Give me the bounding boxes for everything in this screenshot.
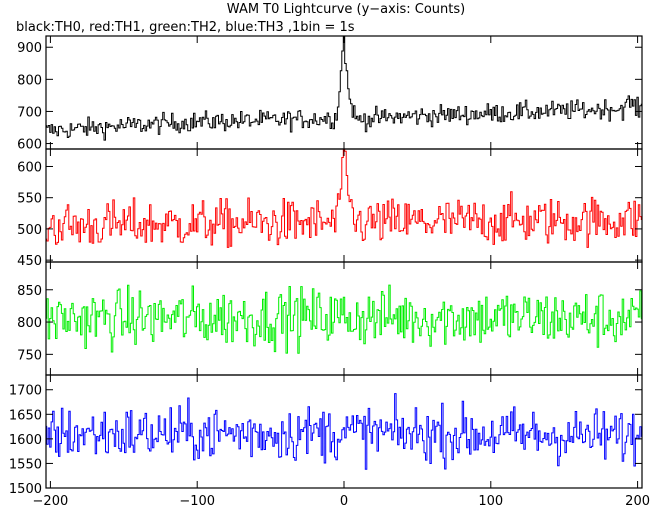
y-tick-label: 750 xyxy=(17,348,42,363)
y-tick-label: 1650 xyxy=(9,408,42,423)
y-tick-label: 800 xyxy=(17,73,42,88)
x-tick-label: −200 xyxy=(33,494,69,505)
y-tick-label: 850 xyxy=(17,284,42,299)
panel-frame xyxy=(45,148,643,263)
y-tick-label: 600 xyxy=(17,160,42,175)
y-tick-label: 600 xyxy=(17,138,42,153)
panel-th1: 450 500 550 600 xyxy=(17,148,643,269)
panel-th3: 1500 1550 1600 1650 1700 xyxy=(9,374,643,497)
panel-frame xyxy=(45,35,643,150)
panels: 600 700 800 900 450 500 550 600 750 800 850 1500 155… xyxy=(9,35,650,505)
panel-th2: 750 800 850 xyxy=(17,261,643,376)
chart-title: WAM T0 Lightcurve (y−axis: Counts) xyxy=(227,2,465,17)
y-tick-label: 1500 xyxy=(9,482,42,497)
y-tick-label: 800 xyxy=(17,316,42,331)
y-tick-label: 900 xyxy=(17,41,42,56)
y-tick-label: 550 xyxy=(17,192,42,207)
series-line-th0 xyxy=(46,36,642,141)
panel-th0: 600 700 800 900 xyxy=(17,35,643,153)
chart-subtitle: black:TH0, red:TH1, green:TH2, blue:TH3 … xyxy=(16,20,355,35)
x-tick-label: 100 xyxy=(478,494,503,505)
x-tick-label: 200 xyxy=(625,494,650,505)
y-tick-label: 1600 xyxy=(9,433,42,448)
y-tick-label: 500 xyxy=(17,223,42,238)
x-tick-label: 0 xyxy=(340,494,348,505)
y-tick-label: 1700 xyxy=(9,384,42,399)
panel-frame xyxy=(45,374,643,489)
series-line-th2 xyxy=(46,284,642,354)
y-tick-label: 450 xyxy=(17,254,42,269)
panel-frame xyxy=(45,261,643,376)
series-line-th3 xyxy=(46,393,642,470)
series-line-th1 xyxy=(46,149,642,248)
x-tick-label: −100 xyxy=(179,494,215,505)
y-tick-label: 1550 xyxy=(9,457,42,472)
y-tick-label: 700 xyxy=(17,105,42,120)
